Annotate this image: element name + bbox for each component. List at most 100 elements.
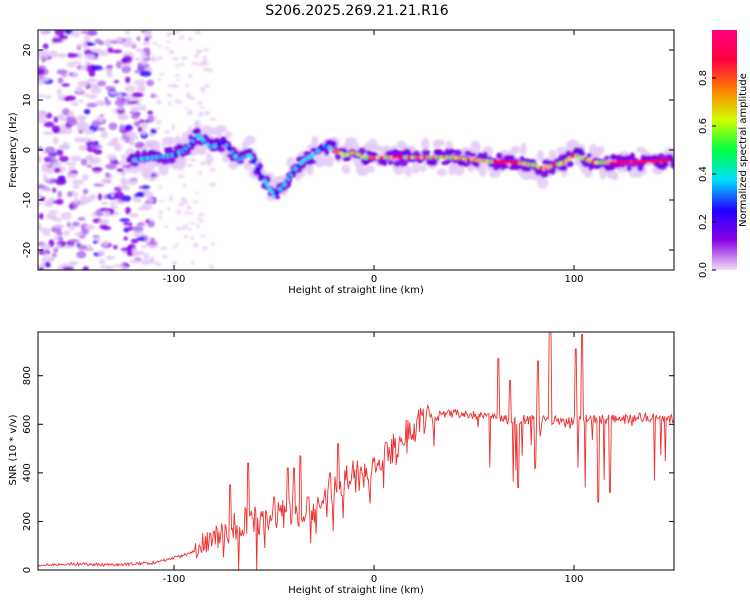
noise-blob <box>100 130 109 139</box>
noise-blob <box>204 83 210 89</box>
noise-blob <box>90 144 102 149</box>
noise-blob <box>57 190 62 198</box>
ridge-core <box>248 153 252 157</box>
noise-blob <box>54 30 65 36</box>
noise-blob <box>169 49 175 53</box>
noise-blob <box>158 72 165 76</box>
ridge-edge <box>341 147 348 153</box>
noise-blob <box>170 83 177 88</box>
noise-blob <box>81 194 86 199</box>
noise-blob <box>199 106 206 110</box>
noise-blob <box>168 197 173 202</box>
noise-blob <box>199 219 205 223</box>
noise-blob <box>46 199 54 208</box>
noise-blob <box>53 224 65 229</box>
noise-blob <box>91 120 101 128</box>
noise-blob <box>55 178 67 186</box>
noise-blob <box>80 64 87 71</box>
noise-blob <box>123 227 130 233</box>
ridge-halo <box>404 166 413 177</box>
noise-blob <box>38 222 42 231</box>
ridge-core <box>254 163 258 167</box>
noise-blob <box>129 259 142 264</box>
noise-blob <box>68 119 78 126</box>
noise-blob <box>71 101 79 107</box>
noise-blob <box>102 240 109 247</box>
noise-blob <box>83 35 91 42</box>
noise-blob <box>84 224 96 231</box>
ridge-edge <box>247 148 253 155</box>
noise-blob <box>201 246 209 251</box>
noise-blob <box>209 117 217 121</box>
noise-blob <box>42 178 54 183</box>
noise-blob <box>173 243 180 246</box>
noise-blob <box>196 217 203 221</box>
noise-blob <box>116 93 123 98</box>
noise-blob <box>69 204 74 210</box>
noise-blob <box>166 40 172 44</box>
ridge-edge <box>274 194 281 200</box>
noise-blob <box>69 238 80 244</box>
ridge-edge <box>529 159 537 164</box>
noise-blob <box>87 42 96 46</box>
noise-blob <box>100 201 109 206</box>
noise-blob <box>96 127 106 131</box>
noise-blob <box>75 86 83 93</box>
noise-blob <box>82 41 87 50</box>
noise-blob <box>104 172 111 178</box>
noise-blob <box>102 210 111 218</box>
noise-blob <box>190 260 195 265</box>
ridge-edge <box>662 162 670 167</box>
noise-blob <box>90 48 103 53</box>
noise-blob <box>80 30 91 34</box>
noise-blob <box>198 170 202 176</box>
noise-blob <box>193 54 200 58</box>
noise-blob <box>166 32 171 37</box>
noise-blob <box>41 56 46 63</box>
noise-blob <box>107 141 115 146</box>
noise-blob <box>174 99 179 104</box>
noise-blob <box>124 85 136 93</box>
noise-blob <box>143 47 151 53</box>
noise-blob <box>192 242 199 248</box>
noise-blob <box>199 234 207 237</box>
noise-blob <box>58 34 68 40</box>
noise-blob <box>155 94 159 99</box>
ridge-halo <box>228 161 239 170</box>
noise-blob <box>96 115 104 123</box>
noise-blob <box>44 146 56 155</box>
noise-blob <box>120 262 130 269</box>
noise-blob <box>73 197 79 204</box>
x-tick-label: 100 <box>564 574 583 585</box>
noise-blob <box>130 106 141 112</box>
noise-blob <box>143 30 152 38</box>
noise-blob <box>169 31 177 35</box>
noise-blob <box>181 55 188 60</box>
noise-blob <box>87 30 97 37</box>
noise-blob <box>68 110 75 118</box>
noise-blob <box>40 243 51 251</box>
noise-blob <box>108 122 118 131</box>
ridge-edge <box>358 147 366 155</box>
noise-blob <box>42 43 49 50</box>
ridge-edge <box>308 159 317 165</box>
ridge-halo <box>224 131 233 139</box>
ridge-halo <box>347 140 360 153</box>
noise-blob <box>171 246 179 249</box>
noise-blob <box>39 196 46 202</box>
noise-blob <box>53 161 62 167</box>
noise-blob <box>53 247 59 253</box>
noise-blob <box>60 212 72 220</box>
noise-blob <box>38 213 44 220</box>
noise-blob <box>76 123 83 131</box>
ridge-edge <box>193 127 202 135</box>
noise-blob <box>84 60 91 66</box>
noise-blob <box>69 155 82 162</box>
noise-blob <box>116 106 125 111</box>
noise-blob <box>177 202 185 207</box>
noise-blob <box>119 185 131 191</box>
noise-blob <box>111 205 119 210</box>
noise-blob <box>105 163 118 170</box>
noise-blob <box>152 116 158 120</box>
